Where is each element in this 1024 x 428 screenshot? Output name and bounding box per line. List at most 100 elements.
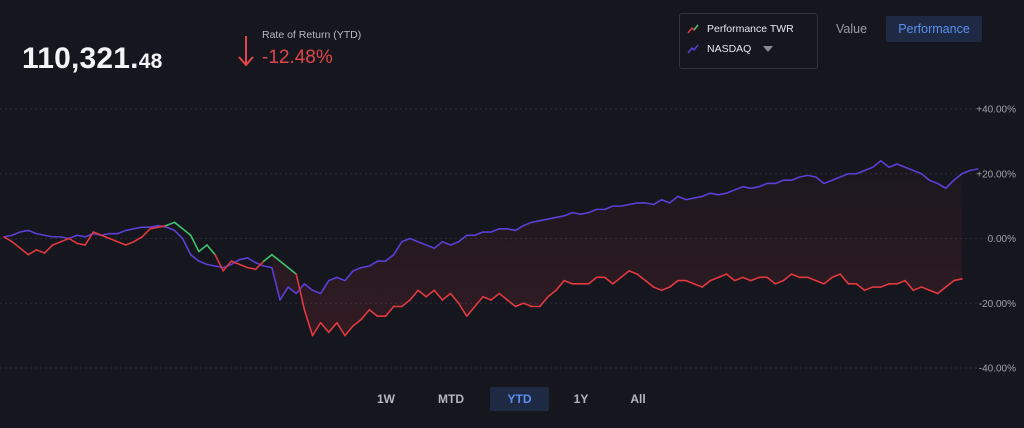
series-segment-performance[interactable] [774, 279, 785, 285]
series-segment-performance[interactable] [311, 321, 322, 337]
series-segment-performance[interactable] [279, 260, 289, 269]
performance-toggle-button[interactable]: Performance [886, 16, 982, 42]
series-segment-performance[interactable] [920, 286, 931, 292]
series-segment-performance[interactable] [173, 221, 184, 230]
series-segment-performance[interactable] [612, 276, 622, 285]
series-segment-performance[interactable] [433, 289, 444, 301]
series-segment-performance[interactable] [522, 302, 533, 308]
series-segment-performance[interactable] [92, 231, 103, 237]
series-segment-performance[interactable] [100, 234, 111, 240]
series-segment-performance[interactable] [547, 289, 557, 298]
series-segment-performance[interactable] [603, 276, 614, 285]
series-segment-performance[interactable] [344, 325, 354, 337]
series-segment-performance[interactable] [417, 289, 427, 298]
series-segment-performance[interactable] [303, 308, 314, 337]
series-segment-performance[interactable] [441, 292, 452, 301]
series-segment-performance[interactable] [51, 240, 62, 246]
series-segment-performance[interactable] [474, 295, 484, 308]
series-segment-performance[interactable] [287, 266, 298, 275]
series-segment-performance[interactable] [823, 276, 833, 285]
series-segment-performance[interactable] [701, 279, 712, 288]
series-segment-performance[interactable] [863, 286, 874, 292]
series-segment-performance[interactable] [782, 273, 793, 282]
series-segment-performance[interactable] [222, 260, 233, 272]
chevron-down-icon[interactable] [763, 46, 774, 52]
series-segment-performance[interactable] [620, 270, 630, 279]
series-segment-performance[interactable] [271, 253, 281, 262]
series-segment-performance[interactable] [936, 286, 947, 295]
series-segment-performance[interactable] [27, 249, 38, 256]
series-segment-performance[interactable] [855, 283, 866, 292]
value-toggle-button[interactable]: Value [836, 22, 868, 36]
series-segment-performance[interactable] [262, 253, 273, 262]
series-segment-performance[interactable] [506, 299, 517, 308]
series-segment-performance[interactable] [254, 260, 265, 271]
series-segment-performance[interactable] [490, 292, 501, 301]
series-segment-performance[interactable] [141, 227, 151, 238]
series-segment-performance[interactable] [165, 221, 176, 227]
series-segment-performance[interactable] [409, 289, 419, 301]
series-segment-performance[interactable] [425, 289, 436, 298]
series-segment-performance[interactable] [636, 273, 647, 282]
series-segment-performance[interactable] [806, 276, 817, 282]
series-segment-performance[interactable] [928, 289, 939, 295]
series-segment-performance[interactable] [839, 273, 850, 285]
series-segment-performance[interactable] [214, 253, 225, 272]
series-segment-performance[interactable] [660, 286, 671, 292]
series-segment-performance[interactable] [555, 279, 565, 292]
series-segment-performance[interactable] [449, 292, 460, 305]
series-segment-performance[interactable] [563, 279, 574, 285]
range-button-1y[interactable]: 1Y [573, 392, 589, 406]
series-segment-performance[interactable] [628, 270, 639, 275]
series-segment-performance[interactable] [644, 279, 655, 288]
series-segment-performance[interactable] [181, 227, 192, 237]
series-segment-performance[interactable] [880, 283, 890, 288]
series-segment-performance[interactable] [693, 283, 704, 288]
series-segment-performance[interactable] [384, 305, 395, 318]
series-segment-performance[interactable] [116, 240, 127, 246]
series-segment-performance[interactable] [498, 292, 509, 301]
series-segment-performance[interactable] [68, 237, 78, 245]
series-segment-performance[interactable] [831, 273, 842, 279]
series-segment-performance[interactable] [953, 278, 963, 282]
series-segment-performance[interactable] [327, 321, 338, 334]
series-segment-performance[interactable] [60, 237, 70, 243]
series-segment-performance[interactable] [238, 263, 249, 269]
series-segment-performance[interactable] [230, 260, 241, 266]
series-segment-performance[interactable] [766, 276, 777, 285]
series-segment-performance[interactable] [896, 279, 906, 285]
legend-item-nasdaq[interactable]: NASDAQ [687, 41, 774, 57]
series-segment-performance[interactable] [76, 242, 86, 246]
range-button-1w[interactable]: 1W [377, 392, 395, 406]
series-segment-performance[interactable] [295, 273, 306, 311]
series-line-nasdaq[interactable] [3, 160, 979, 301]
series-segment-performance[interactable] [790, 273, 801, 279]
series-segment-performance[interactable] [319, 321, 330, 334]
series-segment-performance[interactable] [733, 276, 744, 282]
series-segment-performance[interactable] [108, 237, 119, 243]
series-segment-performance[interactable] [741, 276, 752, 282]
series-segment-performance[interactable] [482, 295, 492, 301]
series-segment-performance[interactable] [652, 286, 663, 292]
series-segment-performance[interactable] [336, 321, 346, 337]
range-button-mtd[interactable]: MTD [438, 392, 464, 406]
series-segment-performance[interactable] [465, 305, 476, 318]
series-segment-performance[interactable] [352, 318, 363, 327]
series-segment-performance[interactable] [189, 234, 200, 253]
series-segment-performance[interactable] [11, 240, 22, 250]
series-segment-performance[interactable] [539, 295, 549, 308]
range-button-ytd[interactable]: YTD [490, 387, 549, 411]
series-segment-performance[interactable] [725, 273, 736, 282]
series-segment-performance[interactable] [198, 244, 208, 253]
series-segment-performance[interactable] [750, 276, 760, 282]
series-segment-performance[interactable] [709, 276, 720, 282]
series-segment-performance[interactable] [133, 236, 143, 243]
series-segment-performance[interactable] [35, 249, 46, 254]
series-segment-performance[interactable] [401, 299, 411, 308]
series-segment-performance[interactable] [84, 231, 95, 246]
series-segment-performance[interactable] [668, 279, 679, 288]
series-segment-performance[interactable] [246, 266, 257, 271]
series-segment-performance[interactable] [912, 286, 923, 292]
series-segment-performance[interactable] [685, 279, 695, 285]
